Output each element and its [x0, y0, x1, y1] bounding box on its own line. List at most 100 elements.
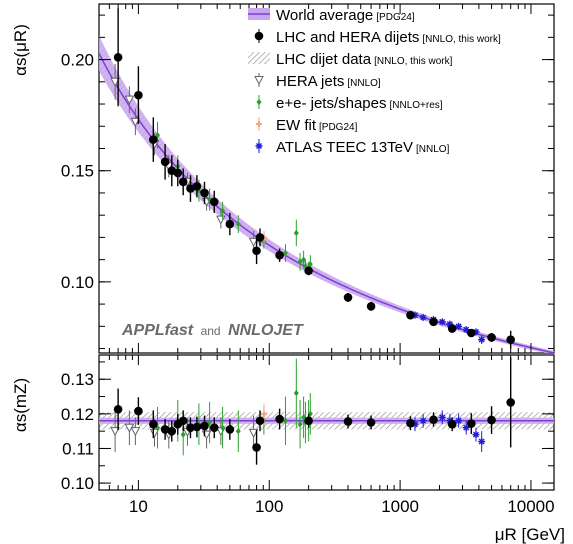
lhc-hera-dijet-point [192, 422, 202, 432]
legend-entry-ee: e+e- jets/shapes [NNLO+res] [256, 95, 443, 112]
atlas-teec-point [419, 313, 427, 321]
lhc-hera-dijet-point [200, 188, 209, 198]
ee-jets-shapes-point [301, 256, 307, 263]
lhc-hera-dijet-point [255, 233, 265, 242]
x-tick-label: 10000 [507, 497, 554, 516]
ew-fit-point [261, 411, 268, 418]
atlas-teec-point [255, 142, 263, 150]
ee-jets-shapes-point [297, 421, 303, 428]
ew-fit-point [256, 121, 262, 127]
atlas-teec-point [478, 438, 486, 446]
x-tick-label: 100 [255, 497, 283, 516]
lhc-hera-dijet-point [506, 335, 515, 344]
legend-label: World average [PDG24] [276, 7, 415, 24]
lhc-hera-dijet-point [252, 246, 261, 256]
y-tick-label: 0.20 [61, 51, 94, 70]
lhc-hera-dijet-point [304, 266, 313, 276]
hera-jets-point [130, 117, 141, 127]
lhc-hera-dijet-point [254, 31, 264, 41]
ee-jets-shapes-point [220, 424, 226, 431]
lhc-hera-dijet-point [160, 425, 170, 434]
ee-jets-shapes-point [293, 389, 299, 397]
atlas-teec-point [411, 420, 419, 428]
hera-jets-point [149, 428, 160, 438]
atlas-teec-point [455, 322, 463, 330]
ee-jets-shapes-point [256, 98, 262, 106]
lhc-hera-dijet-point [255, 416, 265, 426]
atlas-teec-point [419, 417, 427, 425]
hera-jets-point [248, 428, 259, 438]
applfast-nnlojet-annotation: APPLfast and NNLOJET [121, 322, 304, 339]
ee-jets-shapes-point [180, 431, 186, 438]
atlas-teec-point [462, 326, 470, 334]
legend-label: LHC and HERA dijets [NNLO, this work] [276, 29, 501, 46]
lhc-hera-dijet-point [225, 219, 235, 229]
legend-label: EW fit [PDG24] [276, 117, 358, 134]
lhc-hera-dijet-point [447, 324, 457, 333]
lhc-hera-dijet-point [466, 419, 476, 428]
lhc-hera-dijet-point [406, 418, 415, 428]
lhc-hera-dijet-point [178, 416, 188, 426]
lhc-hera-dijet-point [275, 250, 284, 260]
atlas-teec-point [455, 417, 463, 425]
hera-jets-point [130, 427, 141, 437]
lhc-hera-dijet-point [252, 443, 261, 452]
top-y-axis-label: αs(μR) [11, 24, 30, 76]
ee-jets-shapes-point [282, 417, 288, 424]
lhc-hera-dijet-point [134, 406, 143, 416]
lhc-hera-dijet-point [429, 415, 438, 425]
ee-jets-shapes-point [220, 207, 226, 214]
lhc-hera-dijet-point [447, 419, 457, 429]
y-tick-label: 0.13 [61, 370, 94, 389]
y-tick-label: 0.10 [61, 273, 94, 292]
atlas-teec-point [446, 320, 454, 328]
lhc-hera-dijet-point [167, 426, 177, 436]
ee-jets-shapes-point [235, 427, 241, 435]
atlas-teec-point [438, 413, 446, 421]
ee-jets-shapes-point [307, 260, 313, 268]
hera-jets-point [124, 95, 135, 105]
hera-jets-point [216, 215, 226, 225]
lhc-hera-dijet-point [366, 418, 376, 427]
legend-hatch-swatch [248, 52, 270, 64]
legend-entry-hera: HERA jets [NNLO] [254, 73, 381, 90]
hera-jets-point [110, 77, 120, 87]
y-tick-label: 0.10 [61, 474, 94, 493]
atlas-teec-point [462, 424, 470, 432]
lhc-hera-dijet-point [366, 302, 376, 311]
lhc-hera-dijet-point [173, 168, 183, 178]
lhc-hera-dijet-point [275, 414, 284, 424]
atlas-teec-point [472, 431, 480, 439]
atlas-teec-point [438, 318, 446, 326]
y-tick-label: 0.11 [62, 439, 94, 458]
ee-jets-shapes-point [282, 249, 288, 257]
lhc-hera-dijet-point [192, 181, 202, 191]
hera-jets-point [254, 76, 264, 86]
lhc-hera-dijet-point [304, 416, 313, 426]
y-tick-label: 0.15 [61, 162, 94, 181]
atlas-teec-point [411, 311, 419, 319]
lhc-hera-dijet-point [429, 317, 438, 327]
ee-jets-shapes-point [297, 258, 303, 266]
lhc-hera-dijet-point [209, 197, 219, 207]
legend-label: LHC dijet data [NNLO, this work] [276, 51, 453, 68]
lhc-hera-dijet-point [149, 135, 158, 144]
lhc-hera-dijet-point [343, 293, 353, 302]
lhc-hera-dijet-point [225, 425, 235, 434]
atlas-teec-point [478, 336, 486, 344]
legend-entry-lhc-band: LHC dijet data [NNLO, this work] [248, 51, 453, 68]
legend-entry-lhc-hera: LHC and HERA dijets [NNLO, this work] [254, 29, 501, 46]
top-panel-frame [98, 3, 555, 354]
lhc-hera-dijet-point [134, 90, 143, 100]
hera-jets-point [248, 237, 259, 247]
lhc-hera-dijet-point [487, 415, 496, 425]
ee-jets-shapes-point [155, 131, 161, 139]
lhc-hera-dijet-point [466, 328, 476, 338]
legend-label: HERA jets [NNLO] [276, 73, 381, 90]
x-tick-label: 10 [129, 497, 148, 516]
x-tick-label: 1000 [381, 497, 419, 516]
ee-jets-shapes-point [235, 220, 241, 228]
lhc-hera-dijet-point [113, 405, 123, 414]
lhc-hera-dijet-point [209, 423, 219, 432]
